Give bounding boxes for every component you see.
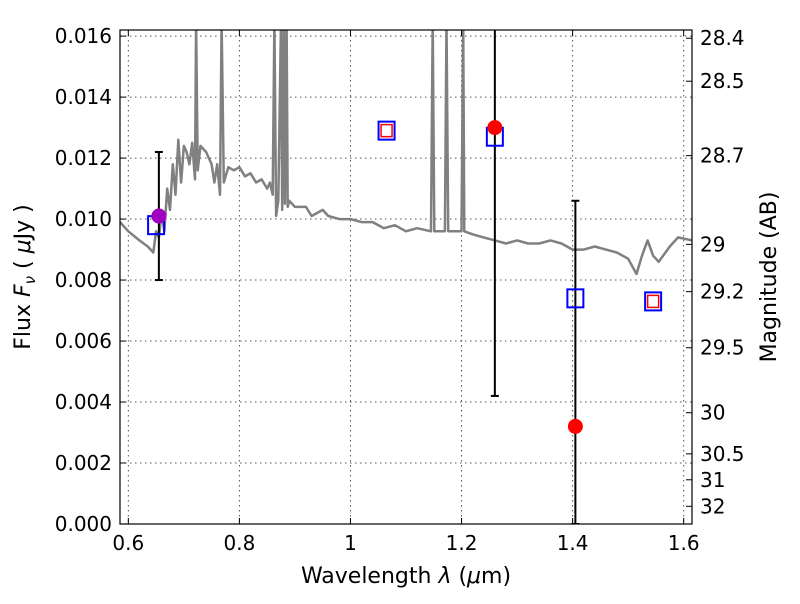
y-tick-label: 0.002 <box>55 451 112 475</box>
error-bars <box>154 30 580 524</box>
x-tick-label: 1.6 <box>668 531 700 555</box>
grid-lines <box>120 30 692 525</box>
y-tick-label: 0.000 <box>55 512 112 536</box>
y2-tick-label: 29.5 <box>700 336 745 360</box>
y2-axis-label: Magnitude (AB) <box>757 192 782 363</box>
y-tick-label: 0.014 <box>55 85 112 109</box>
x-tick-label: 0.8 <box>223 531 255 555</box>
model-photometry-red-point <box>380 123 393 138</box>
y2-tick-label: 29 <box>700 232 725 256</box>
y-tick-label: 0.006 <box>55 329 112 353</box>
y-axis-ticks: 0.000 0.002 0.004 0.006 0.008 0.010 0.012 0.014… <box>55 24 126 536</box>
y-axis-label: Flux Fν ( μJy ) <box>11 204 39 349</box>
data-markers <box>147 120 663 434</box>
y2-tick-label: 28.4 <box>700 26 745 50</box>
y-tick-label: 0.008 <box>55 268 112 292</box>
observed-point <box>151 208 167 224</box>
y2-tick-label: 29.2 <box>700 280 745 304</box>
x-tick-label: 1.4 <box>557 531 589 555</box>
x-tick-label: 0.6 <box>112 531 144 555</box>
model-photometry-red-point <box>646 294 660 309</box>
y2-tick-label: 30 <box>700 401 725 425</box>
model-photometry-point <box>644 291 663 312</box>
model-photometry-point <box>566 288 585 309</box>
y2-tick-label: 28.5 <box>700 69 745 93</box>
y-tick-label: 0.012 <box>55 146 112 170</box>
y2-tick-label: 32 <box>700 494 725 518</box>
y2-tick-label: 30.5 <box>700 442 745 466</box>
observed-point <box>567 418 583 434</box>
model-spectrum-line <box>120 30 692 276</box>
y-tick-label: 0.016 <box>55 24 112 48</box>
x-tick-label: 1.2 <box>446 531 478 555</box>
observed-point <box>487 120 503 136</box>
y-tick-label: 0.004 <box>55 390 112 414</box>
plot-background <box>120 30 692 524</box>
model-photometry-point <box>377 120 396 141</box>
y-tick-label: 0.010 <box>55 207 112 231</box>
x-axis-label: Wavelength λ (μm) <box>301 564 511 589</box>
x-axis-ticks: 0.6 0.8 1 1.2 1.4 1.6 <box>112 30 700 555</box>
x-tick-label: 1 <box>344 531 357 555</box>
plot-frame <box>119 29 693 525</box>
model-spectrum <box>120 30 692 276</box>
y2-tick-label: 28.7 <box>700 144 745 168</box>
y2-tick-label: 31 <box>700 468 725 492</box>
